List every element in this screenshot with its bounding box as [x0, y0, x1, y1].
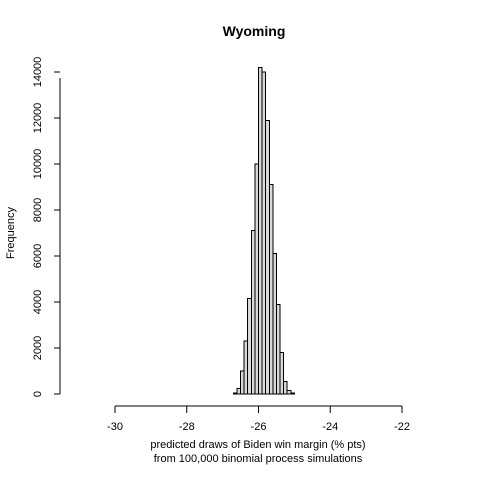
- histogram-bar: [258, 66, 263, 395]
- y-axis-tick-label: 4000: [32, 290, 44, 314]
- histogram-bar: [275, 303, 281, 395]
- y-axis-tick-label: 6000: [32, 244, 44, 268]
- x-axis-ticks: -30 -28 -26 -24 -22: [107, 406, 410, 433]
- histogram-bar: [236, 387, 242, 395]
- y-axis-ticks: 0 2000 4000 6000 8000 10000 12000 14000: [32, 57, 60, 397]
- y-axis-tick-label: 12000: [32, 103, 44, 134]
- x-axis-label-line1: predicted draws of Biden win margin (% p…: [150, 439, 365, 451]
- y-axis-label: Frequency: [5, 207, 17, 259]
- x-axis-tick-label: -22: [394, 421, 410, 433]
- histogram-bar: [232, 392, 238, 395]
- histogram-bar: [247, 298, 252, 395]
- histogram-bar: [254, 163, 260, 395]
- x-axis-label-line2: from 100,000 binomial process simulation…: [154, 453, 363, 465]
- histogram-bar: [261, 71, 267, 395]
- x-axis-tick-label: -24: [322, 421, 338, 433]
- histogram-bar: [240, 370, 245, 395]
- y-axis-tick-label: 8000: [32, 198, 44, 222]
- histogram-bar: [265, 119, 270, 395]
- histogram-bar: [279, 352, 285, 395]
- y-axis-tick-label: 0: [32, 391, 44, 397]
- y-axis-tick-label: 14000: [32, 57, 44, 88]
- chart-title: Wyoming: [223, 23, 286, 39]
- histogram-bar: [283, 380, 288, 395]
- x-axis: -30 -28 -26 -24 -22: [107, 405, 410, 433]
- x-axis-tick-label: -26: [251, 421, 267, 433]
- histogram-bar: [250, 230, 256, 395]
- y-axis-tick-label: 10000: [32, 149, 44, 180]
- y-axis-tick-label: 2000: [32, 336, 44, 360]
- x-axis-tick-label: -30: [107, 421, 123, 433]
- histogram-bar: [268, 184, 274, 395]
- histogram-bar: [286, 390, 292, 395]
- histogram-bars: [232, 66, 295, 395]
- y-axis: 0 2000 4000 6000 8000 10000 12000 14000: [32, 57, 61, 397]
- histogram-bar: [290, 392, 295, 395]
- x-axis-tick-label: -28: [179, 421, 195, 433]
- histogram-bar: [243, 340, 249, 395]
- histogram-bar: [272, 253, 277, 395]
